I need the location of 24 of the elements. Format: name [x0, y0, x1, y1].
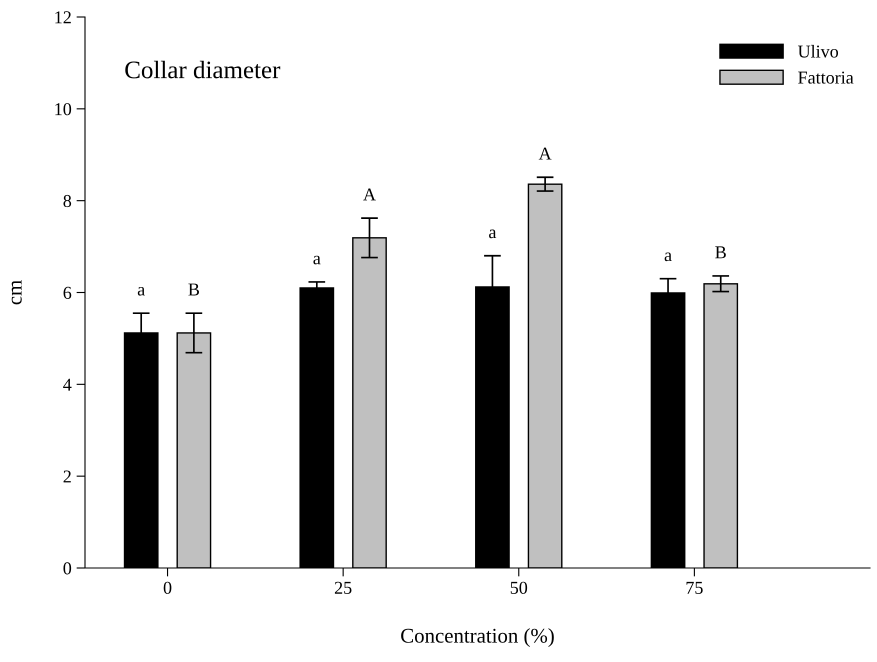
y-tick-label: 0 [63, 562, 72, 574]
x-tick-label: 0 [164, 582, 172, 594]
y-tick-label: 4 [63, 378, 72, 391]
annotation: a [489, 230, 496, 238]
annotation: B [188, 284, 200, 296]
y-tick-label: 6 [64, 286, 72, 299]
legend-label: Ulivo [798, 44, 838, 58]
y-axis-title: cm [12, 280, 22, 304]
annotation: a [138, 286, 145, 296]
legend-label: Fattoria [798, 72, 854, 84]
annotation: A [363, 188, 376, 200]
y-tick-label: 2 [64, 470, 71, 482]
y-tick-label: 12 [55, 11, 71, 24]
x-axis-title: Concentration (%) [401, 628, 554, 648]
x-tick-label: 25 [334, 582, 352, 594]
x-tick-label: 50 [510, 582, 528, 594]
annotation: A [538, 148, 552, 160]
annotation: a [313, 256, 321, 264]
x-tick-label: 75 [686, 582, 703, 594]
y-tick-label: 10 [55, 103, 72, 116]
y-tick-label: 8 [63, 194, 72, 208]
annotation: B [715, 246, 726, 258]
annotation: a [664, 252, 672, 262]
text: Collar diameter [125, 60, 280, 78]
